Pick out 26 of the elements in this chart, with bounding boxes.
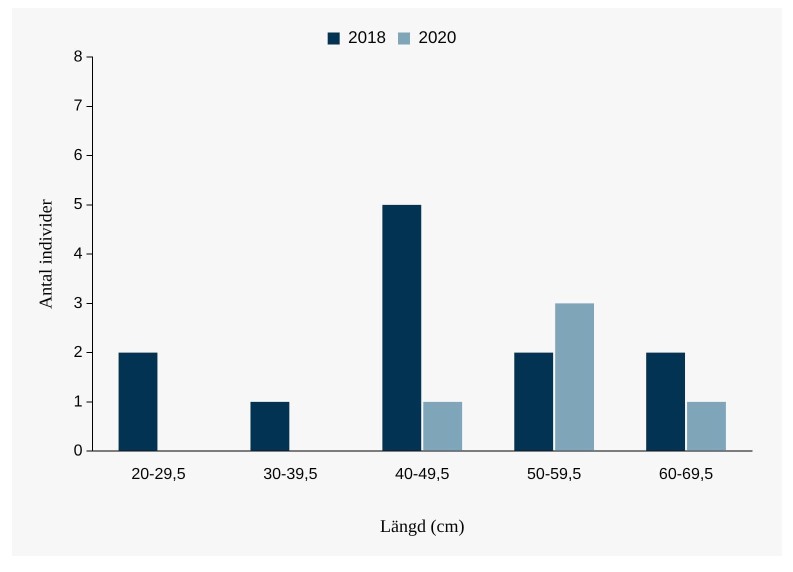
y-tick-label: 6 [74, 146, 83, 164]
y-tick-label: 2 [74, 344, 83, 362]
bar [250, 402, 290, 451]
y-tick-label: 8 [74, 48, 83, 66]
x-tick-label: 50-59,5 [527, 466, 582, 484]
bar [646, 352, 686, 451]
legend-label: 2020 [418, 28, 456, 48]
bar [514, 352, 554, 451]
x-tick-label: 60-69,5 [658, 466, 714, 484]
y-axis-title: Antal individer [36, 199, 56, 309]
x-axis-title: Längd (cm) [380, 516, 464, 536]
bar [687, 402, 726, 451]
bar [118, 352, 158, 451]
y-tick-label: 0 [74, 442, 83, 460]
bar [555, 303, 594, 451]
x-tick-label: 30-39,5 [263, 466, 318, 484]
bar [423, 402, 462, 451]
x-tick-label: 40-49,5 [395, 466, 450, 484]
bar [382, 204, 422, 451]
x-tick-label: 20-29,5 [131, 466, 186, 484]
y-tick-label: 4 [74, 246, 83, 263]
y-tick-label: 7 [74, 98, 83, 115]
legend-label: 2018 [348, 28, 386, 48]
y-tick-label: 5 [74, 196, 83, 214]
y-tick-label: 3 [74, 294, 83, 312]
y-tick-label: 1 [74, 393, 83, 410]
